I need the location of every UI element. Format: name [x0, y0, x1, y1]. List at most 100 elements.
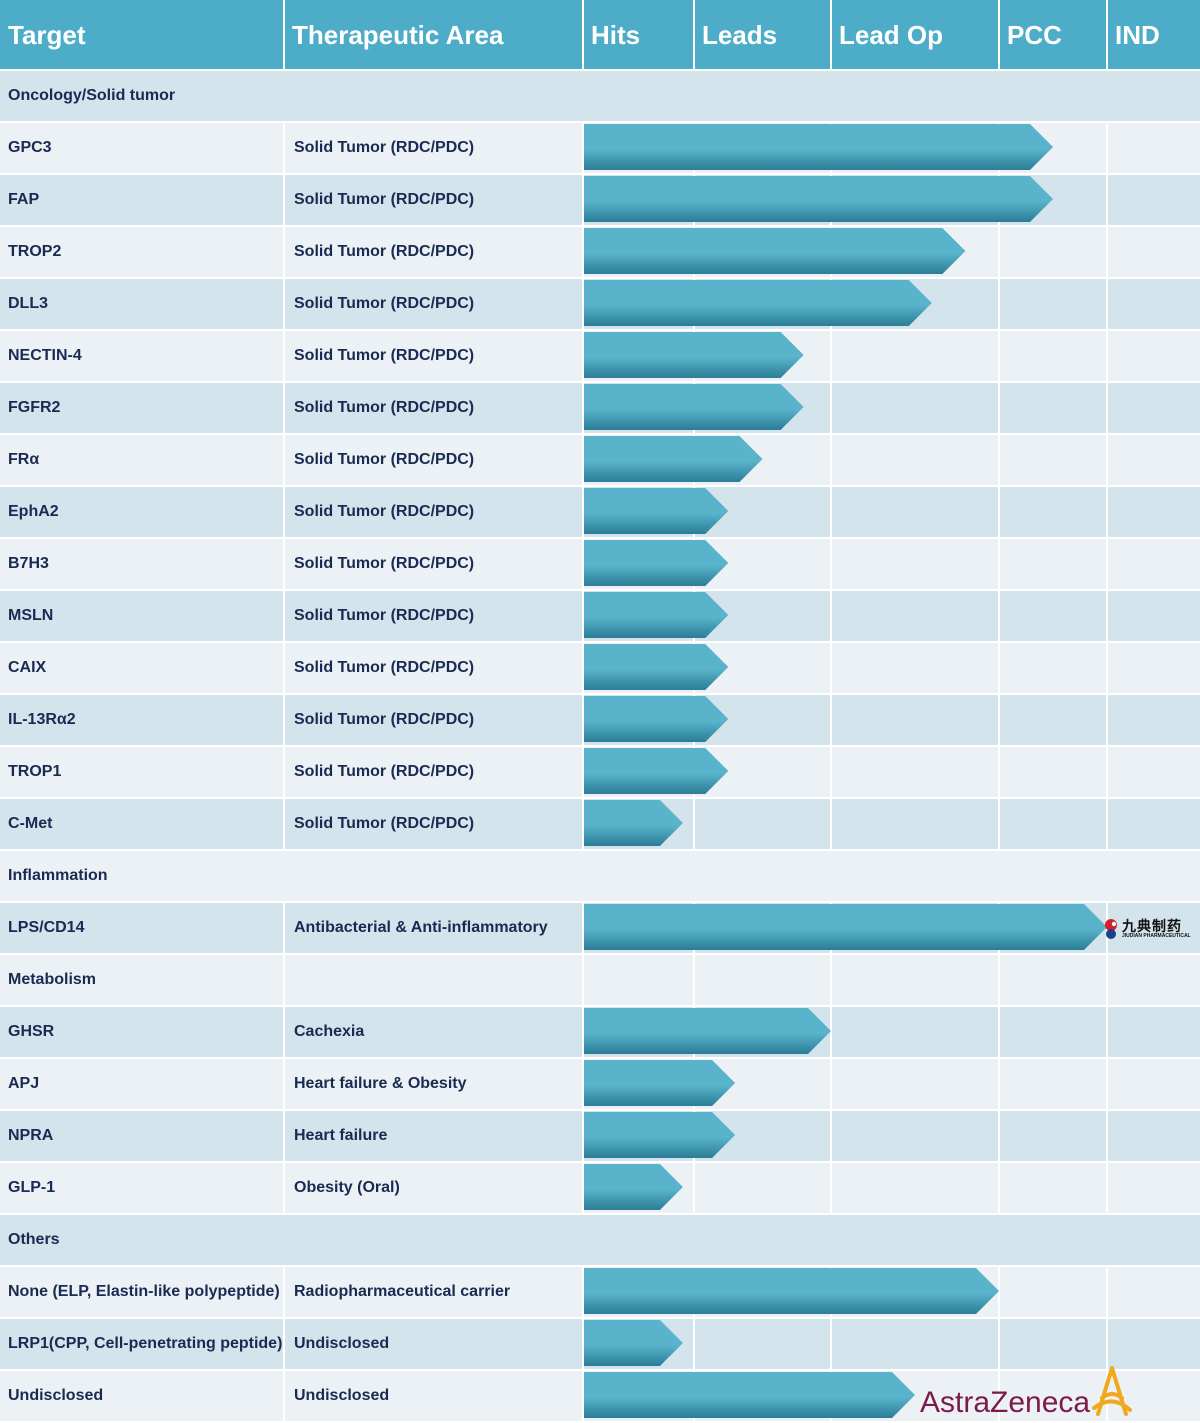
progress-arrow-lrp1-cpp-cell-penetrating-peptide-: [584, 1320, 683, 1366]
column-divider: [582, 1162, 584, 1214]
area-cell: Solid Tumor (RDC/PDC): [294, 347, 475, 364]
column-divider: [283, 798, 285, 850]
column-divider: [998, 330, 1000, 382]
column-divider: [582, 1370, 584, 1422]
column-divider: [582, 746, 584, 798]
area-cell: Heart failure: [294, 1127, 388, 1144]
progress-arrow-none-elp-elastin-like-polypeptide-: [584, 1268, 999, 1314]
column-divider: [582, 902, 584, 954]
column-divider: [1106, 1162, 1108, 1214]
target-cell: LPS/CD14: [8, 919, 85, 936]
progress-arrow-il-13r-2: [584, 696, 729, 742]
column-divider: [830, 642, 832, 694]
column-divider: [1106, 798, 1108, 850]
progress-arrow-ghsr: [584, 1008, 831, 1054]
progress-arrow-shape: [584, 228, 966, 274]
column-divider: [1106, 642, 1108, 694]
progress-arrow-trop1: [584, 748, 729, 794]
progress-arrow-glp-1: [584, 1164, 683, 1210]
column-divider: [1106, 382, 1108, 434]
target-cell: EphA2: [8, 503, 59, 520]
target-cell: FGFR2: [8, 399, 61, 416]
area-cell: Heart failure & Obesity: [294, 1075, 467, 1092]
progress-arrow-msln: [584, 592, 729, 638]
column-divider: [1106, 330, 1108, 382]
target-cell: CAIX: [8, 659, 47, 676]
column-divider: [283, 330, 285, 382]
column-divider: [998, 538, 1000, 590]
progress-arrow-shape: [584, 1268, 999, 1314]
jiudian-name-cn: 九典制药: [1122, 918, 1182, 935]
column-divider: [830, 1058, 832, 1110]
area-cell: Undisclosed: [294, 1387, 390, 1404]
progress-arrow-shape: [584, 332, 804, 378]
progress-arrow-epha2: [584, 488, 729, 534]
target-cell: FRα: [8, 451, 40, 468]
astrazeneca-logo: AstraZeneca: [920, 1362, 1150, 1420]
area-cell: Solid Tumor (RDC/PDC): [294, 763, 475, 780]
column-divider: [1106, 538, 1108, 590]
column-divider: [693, 1318, 695, 1370]
column-divider: [582, 486, 584, 538]
column-divider: [998, 1058, 1000, 1110]
progress-arrow-shape: [584, 384, 804, 430]
column-divider: [283, 382, 285, 434]
column-divider: [998, 642, 1000, 694]
progress-arrow-dll3: [584, 280, 932, 326]
section-header: Metabolism: [8, 971, 97, 988]
row-divider: [0, 1369, 1200, 1371]
target-cell: None (ELP, Elastin-like polypeptide): [8, 1283, 280, 1300]
area-cell: Solid Tumor (RDC/PDC): [294, 711, 475, 728]
progress-arrow-caix: [584, 644, 729, 690]
row-divider: [0, 849, 1200, 851]
target-cell: LRP1(CPP, Cell-penetrating peptide): [8, 1335, 283, 1352]
column-divider: [1106, 1110, 1108, 1162]
column-divider: [1106, 1058, 1108, 1110]
target-cell: TROP2: [8, 243, 62, 260]
column-divider: [582, 278, 584, 330]
header-area: Therapeutic Area: [284, 0, 583, 70]
column-divider: [283, 538, 285, 590]
target-cell: GLP-1: [8, 1179, 56, 1196]
jiudian-mark-icon: [1105, 919, 1117, 939]
column-divider: [283, 1006, 285, 1058]
row-divider: [0, 173, 1200, 175]
column-divider: [1106, 486, 1108, 538]
row-divider: [0, 381, 1200, 383]
row-divider: [0, 1109, 1200, 1111]
row-divider: [0, 797, 1200, 799]
column-divider: [830, 330, 832, 382]
row-divider: [0, 225, 1200, 227]
row-divider: [0, 589, 1200, 591]
column-divider: [1106, 694, 1108, 746]
column-divider: [582, 538, 584, 590]
column-divider: [1106, 1318, 1108, 1370]
column-divider: [582, 694, 584, 746]
progress-arrow-shape: [584, 1060, 736, 1106]
column-divider: [830, 954, 832, 1006]
row-divider: [0, 901, 1200, 903]
target-cell: TROP1: [8, 763, 62, 780]
column-divider: [693, 1162, 695, 1214]
column-divider: [998, 226, 1000, 278]
column-divider: [283, 590, 285, 642]
progress-arrow-lps-cd14: [584, 904, 1107, 950]
column-divider: [830, 1162, 832, 1214]
target-cell: GHSR: [8, 1023, 55, 1040]
progress-arrow-fap: [584, 176, 1053, 222]
jiudian-logo: 九典制药 JIUDIAN PHARMACEUTICAL: [1102, 916, 1198, 942]
column-divider: [582, 382, 584, 434]
row-divider: [0, 1421, 1200, 1423]
row-divider: [0, 433, 1200, 435]
column-divider: [283, 174, 285, 226]
column-divider: [283, 122, 285, 174]
header-stage-pcc: PCC: [999, 0, 1107, 70]
column-divider: [1106, 1266, 1108, 1318]
area-cell: Solid Tumor (RDC/PDC): [294, 451, 475, 468]
target-cell: NPRA: [8, 1127, 54, 1144]
target-cell: FAP: [8, 191, 40, 208]
column-divider: [693, 0, 695, 70]
column-divider: [998, 1006, 1000, 1058]
column-divider: [283, 278, 285, 330]
